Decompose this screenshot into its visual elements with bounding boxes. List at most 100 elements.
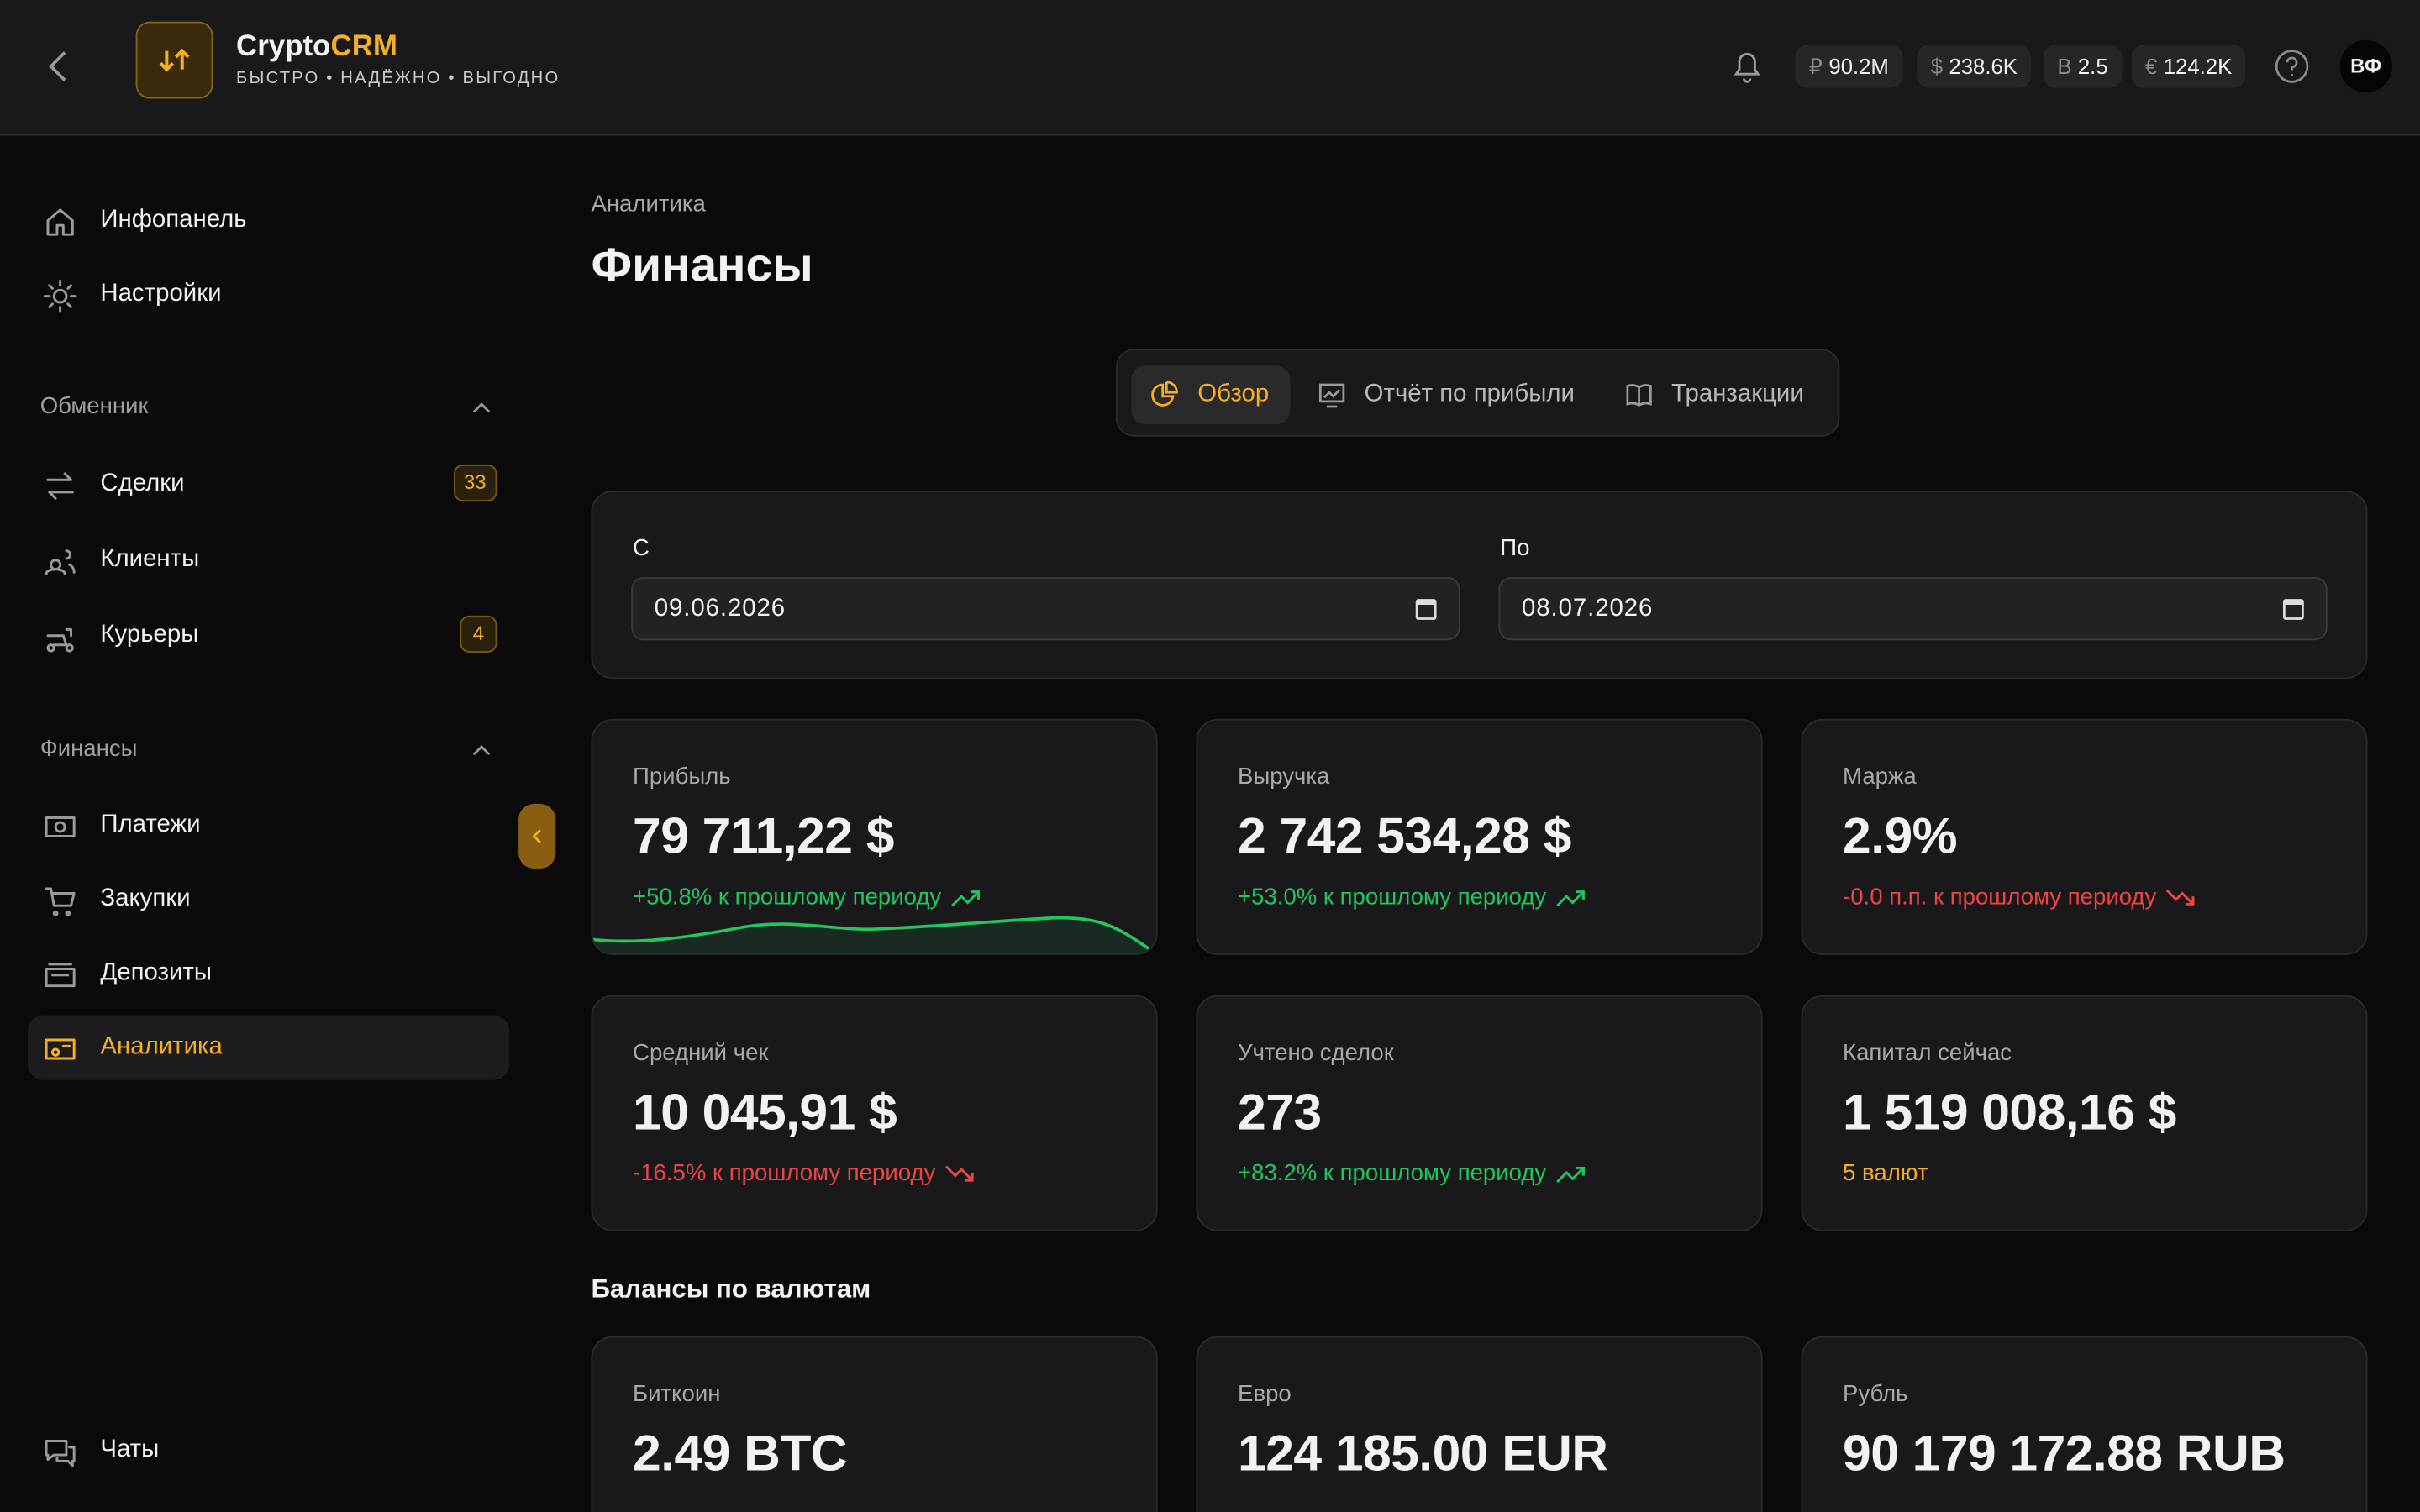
tab-label: Отчёт по прибыли <box>1364 381 1575 407</box>
balance-pill[interactable]: $238.6K <box>1917 45 2032 88</box>
nav-label: Аналитика <box>100 1033 223 1060</box>
balance-value: 124 185.00 EUR <box>1238 1424 1608 1482</box>
nav-label: Депозиты <box>100 959 213 986</box>
nav-item[interactable]: Настройки <box>28 262 509 327</box>
nav-badge: 33 <box>453 464 497 501</box>
stat-value: 2 742 534,28 $ <box>1238 806 1571 864</box>
delta-text: +50.8% к прошлому периоду <box>633 884 942 911</box>
delta-text: -16.5% к прошлому периоду <box>633 1160 936 1187</box>
stat-value: 79 711,22 $ <box>633 806 894 864</box>
logo[interactable] <box>135 21 213 99</box>
stat-value: 2.9% <box>1843 806 1958 864</box>
balance-label: Рубль <box>1843 1380 1908 1408</box>
collapse-sidebar[interactable] <box>518 803 556 869</box>
section-title[interactable]: Обменник <box>39 393 491 420</box>
nav-item[interactable]: Платежи <box>28 793 509 858</box>
stat-label: Маржа <box>1843 764 1917 790</box>
balance-pill[interactable]: B 2.5 <box>2043 45 2123 88</box>
stat-card: Средний чек 10 045,91 $ -16.5% к прошлому … <box>591 995 1158 1231</box>
date-to-input[interactable]: 08.07.2026 <box>1498 576 2328 641</box>
stat-delta: -0.0 п.п. к прошлому периоду <box>1843 884 2196 911</box>
nav-item[interactable]: Чаты <box>28 1418 509 1483</box>
stat-delta: +50.8% к прошлому периоду <box>633 884 981 911</box>
stat-label: Прибыль <box>633 764 731 790</box>
header: CryptoCRM БЫСТРО • НАДЁЖНО • ВЫГОДНО ₽90… <box>0 0 2420 136</box>
balance-pill[interactable]: ₽90.2M <box>1795 45 1903 88</box>
nav-item[interactable]: Закупки <box>28 867 509 932</box>
currency-symbol: € <box>2145 54 2158 79</box>
nav-label: Курьеры <box>100 622 199 648</box>
nav-item[interactable]: Курьеры 4 <box>28 603 509 668</box>
nav-label: Чаты <box>100 1436 160 1463</box>
stat-label: Средний чек <box>633 1039 769 1067</box>
stat-card: Маржа 2.9% -0.0 п.п. к прошлому периоду <box>1801 718 2368 955</box>
balance-value: 90.2M <box>1828 54 1889 79</box>
stat-card: Капитал сейчас 1 519 008,16 $ 5 валют <box>1801 995 2368 1231</box>
stat-label: Капитал сейчас <box>1843 1039 2012 1067</box>
date-from-input[interactable]: 09.06.2026 <box>631 576 1460 641</box>
balance-label: Биткоин <box>633 1380 721 1408</box>
balance-pill[interactable]: €124.2K <box>2131 45 2246 88</box>
stat-value: 1 519 008,16 $ <box>1843 1083 2176 1141</box>
balance-card: Рубль 90 179 172.88 RUB <box>1801 1336 2368 1512</box>
back-button[interactable] <box>43 50 74 83</box>
sparkline <box>592 916 1153 954</box>
nav-item[interactable]: Клиенты <box>28 528 509 592</box>
nav-label: Инфопанель <box>100 207 247 234</box>
stat-card: Учтено сделок 273 +83.2% к прошлому период… <box>1196 995 1763 1231</box>
brand-suffix: CRM <box>330 30 397 64</box>
page-title: Финансы <box>591 237 813 292</box>
balance-value: 124.2K <box>2163 54 2233 79</box>
stat-card: Прибыль 79 711,22 $ +50.8% к прошлому пери… <box>591 718 1158 955</box>
balance-label: Евро <box>1238 1380 1292 1408</box>
stat-card: Выручка 2 742 534,28 $ +53.0% к прошлому п… <box>1196 718 1763 955</box>
section-label: Обменник <box>39 393 149 420</box>
breadcrumb[interactable]: Аналитика <box>591 191 706 218</box>
stat-value: 10 045,91 $ <box>633 1083 897 1141</box>
balance-card: Биткоин 2.49 BTC <box>591 1336 1158 1512</box>
nav-item[interactable]: Депозиты <box>28 941 509 1005</box>
brand-prefix: Crypto <box>236 30 331 64</box>
tab[interactable]: Отчёт по прибыли <box>1298 365 1591 424</box>
balance-value: 2.5 <box>2077 54 2108 79</box>
nav-item[interactable]: Инфопанель <box>28 188 509 253</box>
balance-value: 238.6K <box>1949 54 2018 79</box>
delta-text: -0.0 п.п. к прошлому периоду <box>1843 884 2157 911</box>
currency-symbol: B <box>2057 54 2072 79</box>
stat-delta: +53.0% к прошлому периоду <box>1238 884 1586 911</box>
tagline: БЫСТРО • НАДЁЖНО • ВЫГОДНО <box>236 69 560 88</box>
stat-delta: +83.2% к прошлому периоду <box>1238 1160 1586 1186</box>
date-to-value: 08.07.2026 <box>1522 595 1654 622</box>
delta-text: +83.2% к прошлому периоду <box>1238 1160 1547 1187</box>
stat-label: Учтено сделок <box>1238 1039 1394 1067</box>
section-title[interactable]: Финансы <box>40 736 491 762</box>
notifications[interactable] <box>1730 48 1764 85</box>
nav-label: Закупки <box>100 885 191 912</box>
currency-symbol: $ <box>1930 54 1944 79</box>
nav-item[interactable]: Аналитика <box>28 1015 510 1080</box>
tab[interactable]: Транзакции <box>1605 365 1815 424</box>
nav-label: Настройки <box>100 281 222 307</box>
balance-value: 90 179 172.88 RUB <box>1843 1424 2286 1482</box>
brand: CryptoCRM <box>236 31 397 65</box>
date-to-label: По <box>1500 535 1530 562</box>
nav-item[interactable]: Сделки 33 <box>28 452 509 517</box>
help[interactable] <box>2275 50 2309 83</box>
stat-delta: 5 валют <box>1843 1160 1928 1186</box>
date-from-label: С <box>633 535 650 562</box>
tab-label: Транзакции <box>1671 381 1804 407</box>
stat-label: Выручка <box>1238 764 1330 790</box>
nav-label: Сделки <box>100 470 185 497</box>
stat-delta: -16.5% к прошлому периоду <box>633 1160 976 1186</box>
balance-value: 2.49 BTC <box>633 1424 848 1482</box>
date-from-value: 09.06.2026 <box>654 595 786 622</box>
currency-symbol: ₽ <box>1808 54 1823 79</box>
nav-badge: 4 <box>460 615 497 653</box>
delta-text: 5 валют <box>1843 1160 1928 1187</box>
nav-label: Платежи <box>100 811 201 838</box>
tab-label: Обзор <box>1197 381 1270 407</box>
avatar[interactable]: ВФ <box>2339 39 2392 93</box>
tab[interactable]: Обзор <box>1131 365 1291 425</box>
